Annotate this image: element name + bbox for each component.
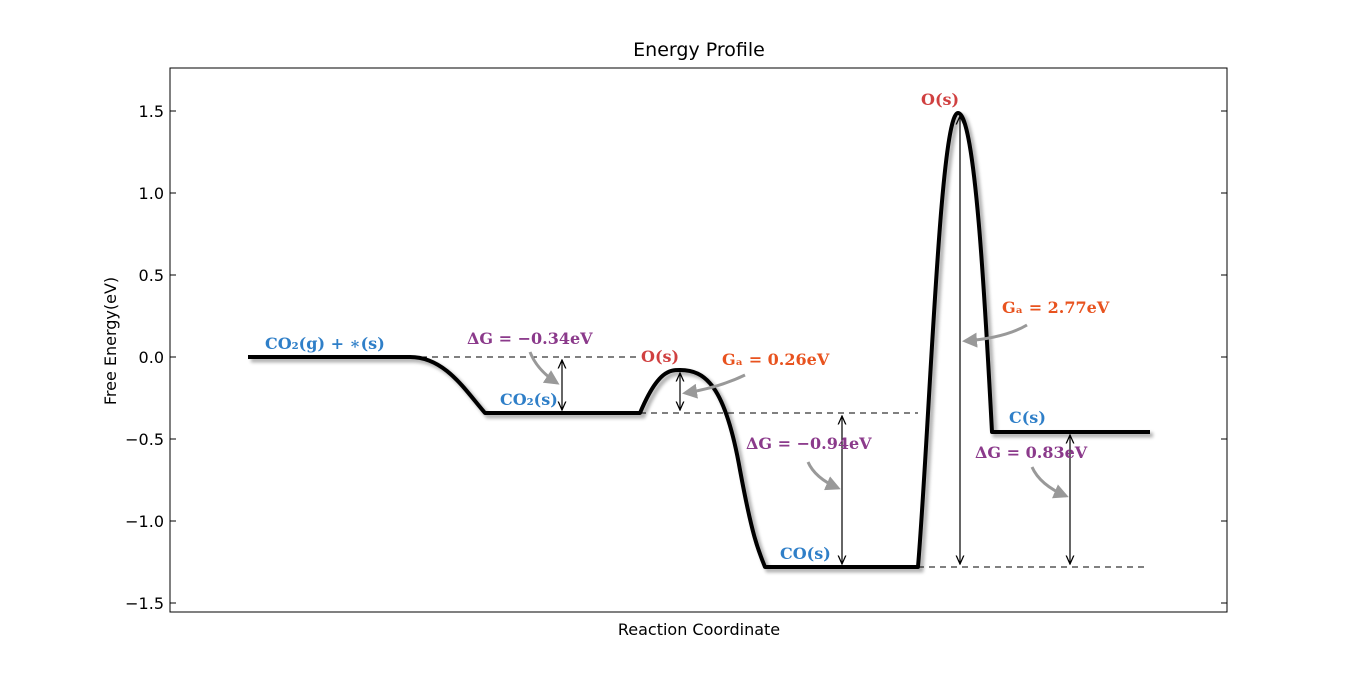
y-tick-label: 1.0 bbox=[139, 184, 164, 203]
reference-lines bbox=[410, 356, 1148, 568]
y-axis-label: Free Energy(eV) bbox=[101, 277, 120, 405]
delta-g-label-1: ΔG = −0.34eV bbox=[467, 329, 593, 348]
annotations: CO₂(g) + ∗(s) CO₂(s) CO(s) C(s) O(s) O(s… bbox=[265, 90, 1110, 563]
y-tick-label: 0.5 bbox=[139, 266, 164, 285]
pointer-arrow-delta-g-2 bbox=[806, 461, 841, 491]
state-label-c-adsorbed: C(s) bbox=[1009, 408, 1046, 427]
pointer-arrow-ga-2 bbox=[962, 323, 1028, 348]
delta-g-label-2: ΔG = −0.94eV bbox=[746, 434, 872, 453]
y-tick-label: 1.5 bbox=[139, 102, 164, 121]
barrier-label-first: O(s) bbox=[641, 347, 679, 366]
state-label-co2-gas: CO₂(g) + ∗(s) bbox=[265, 334, 385, 353]
ga-label-2: Gₐ = 2.77eV bbox=[1002, 298, 1110, 317]
x-axis-label: Reaction Coordinate bbox=[618, 620, 780, 639]
y-tick-label: −1.5 bbox=[125, 594, 164, 613]
ga-label-1: Gₐ = 0.26eV bbox=[722, 350, 830, 369]
chart-title: Energy Profile bbox=[633, 39, 765, 61]
plot-frame bbox=[169, 67, 1228, 613]
energy-curve bbox=[248, 111, 1153, 573]
barrier-label-second: O(s) bbox=[921, 90, 959, 109]
state-label-co2-adsorbed: CO₂(s) bbox=[500, 390, 558, 409]
energy-curve-shadow bbox=[251, 113, 1153, 573]
y-tick-label: −1.0 bbox=[125, 512, 164, 531]
y-tick-label: 0.0 bbox=[139, 348, 164, 367]
delta-g-label-3: ΔG = 0.83eV bbox=[975, 443, 1088, 462]
y-axis-ticks: 1.5 1.0 0.5 0.0 −0.5 −1.0 −1.5 bbox=[125, 102, 1227, 613]
pointer-arrow-delta-g-1 bbox=[528, 351, 560, 385]
state-label-co-adsorbed: CO(s) bbox=[780, 544, 831, 563]
pointer-arrows bbox=[528, 323, 1069, 499]
pointer-arrow-ga-1 bbox=[682, 373, 746, 399]
pointer-arrow-delta-g-3 bbox=[1030, 466, 1069, 499]
y-tick-label: −0.5 bbox=[125, 430, 164, 449]
energy-curve-line bbox=[248, 111, 1150, 569]
energy-difference-arrows bbox=[562, 116, 1070, 564]
